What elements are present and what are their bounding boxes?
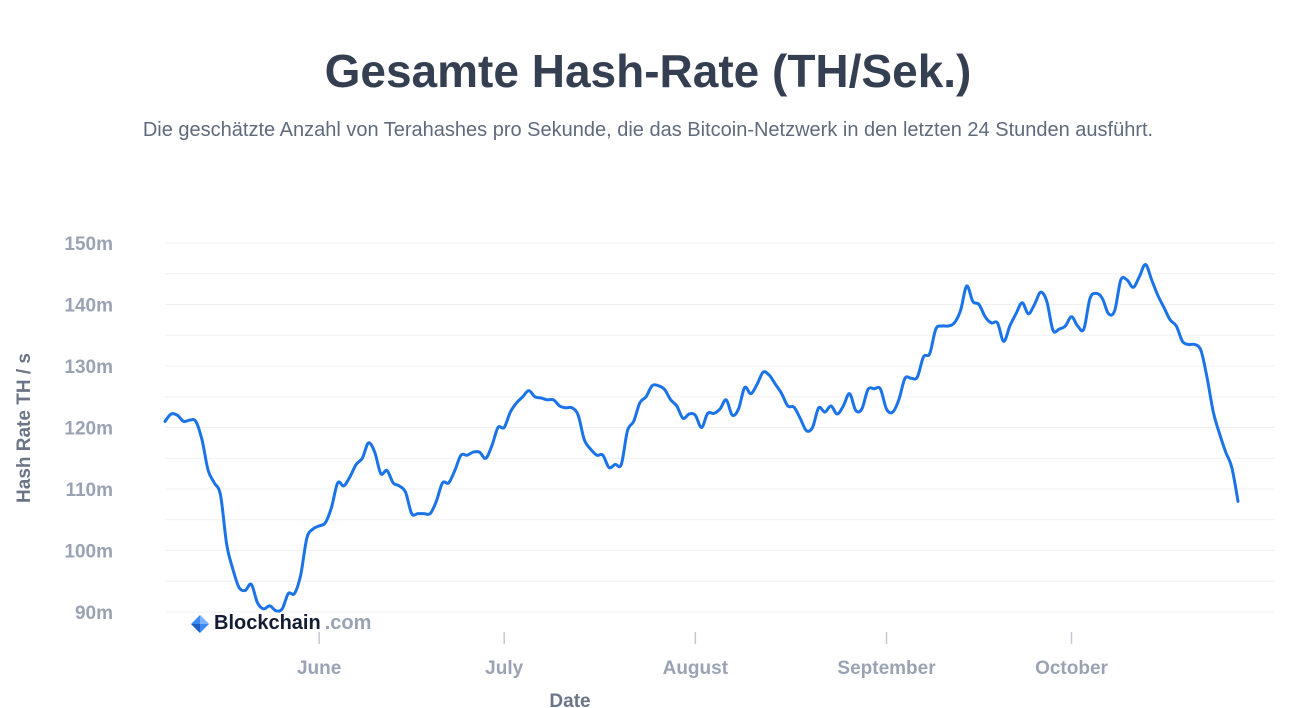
- brand-name: Blockchain: [214, 612, 321, 634]
- chart-subtitle: Die geschätzte Anzahl von Terahashes pro…: [142, 119, 1154, 141]
- x-tick-label: August: [663, 658, 729, 679]
- x-axis-label: Date: [549, 691, 590, 708]
- y-axis-label: Hash Rate TH / s: [14, 353, 35, 503]
- y-tick-label: 100m: [64, 542, 113, 563]
- x-tick-label: July: [485, 658, 523, 679]
- y-tick-label: 120m: [64, 419, 113, 440]
- grid-lines: [165, 242, 1275, 613]
- y-tick-label: 90m: [75, 603, 113, 624]
- hash-rate-line: [163, 263, 1240, 613]
- brand-suffix: .com: [324, 612, 372, 634]
- chart-title: Gesamte Hash-Rate (TH/Sek.): [324, 45, 972, 97]
- x-axis-ticks: June July August September October: [297, 632, 1109, 679]
- y-tick-label: 140m: [64, 296, 113, 317]
- y-tick-label: 110m: [65, 480, 113, 501]
- y-tick-label: 130m: [64, 357, 113, 378]
- x-tick-label: September: [837, 658, 936, 679]
- blockchain-logo-icon: [191, 614, 209, 633]
- y-tick-label: 150m: [64, 234, 113, 255]
- x-tick-label: October: [1035, 658, 1108, 679]
- y-axis-ticks: 90m 100m 110m 120m 130m 140m 150m: [64, 234, 113, 624]
- x-tick-label: June: [297, 658, 341, 679]
- brand-watermark: Blockchain .com: [190, 612, 371, 635]
